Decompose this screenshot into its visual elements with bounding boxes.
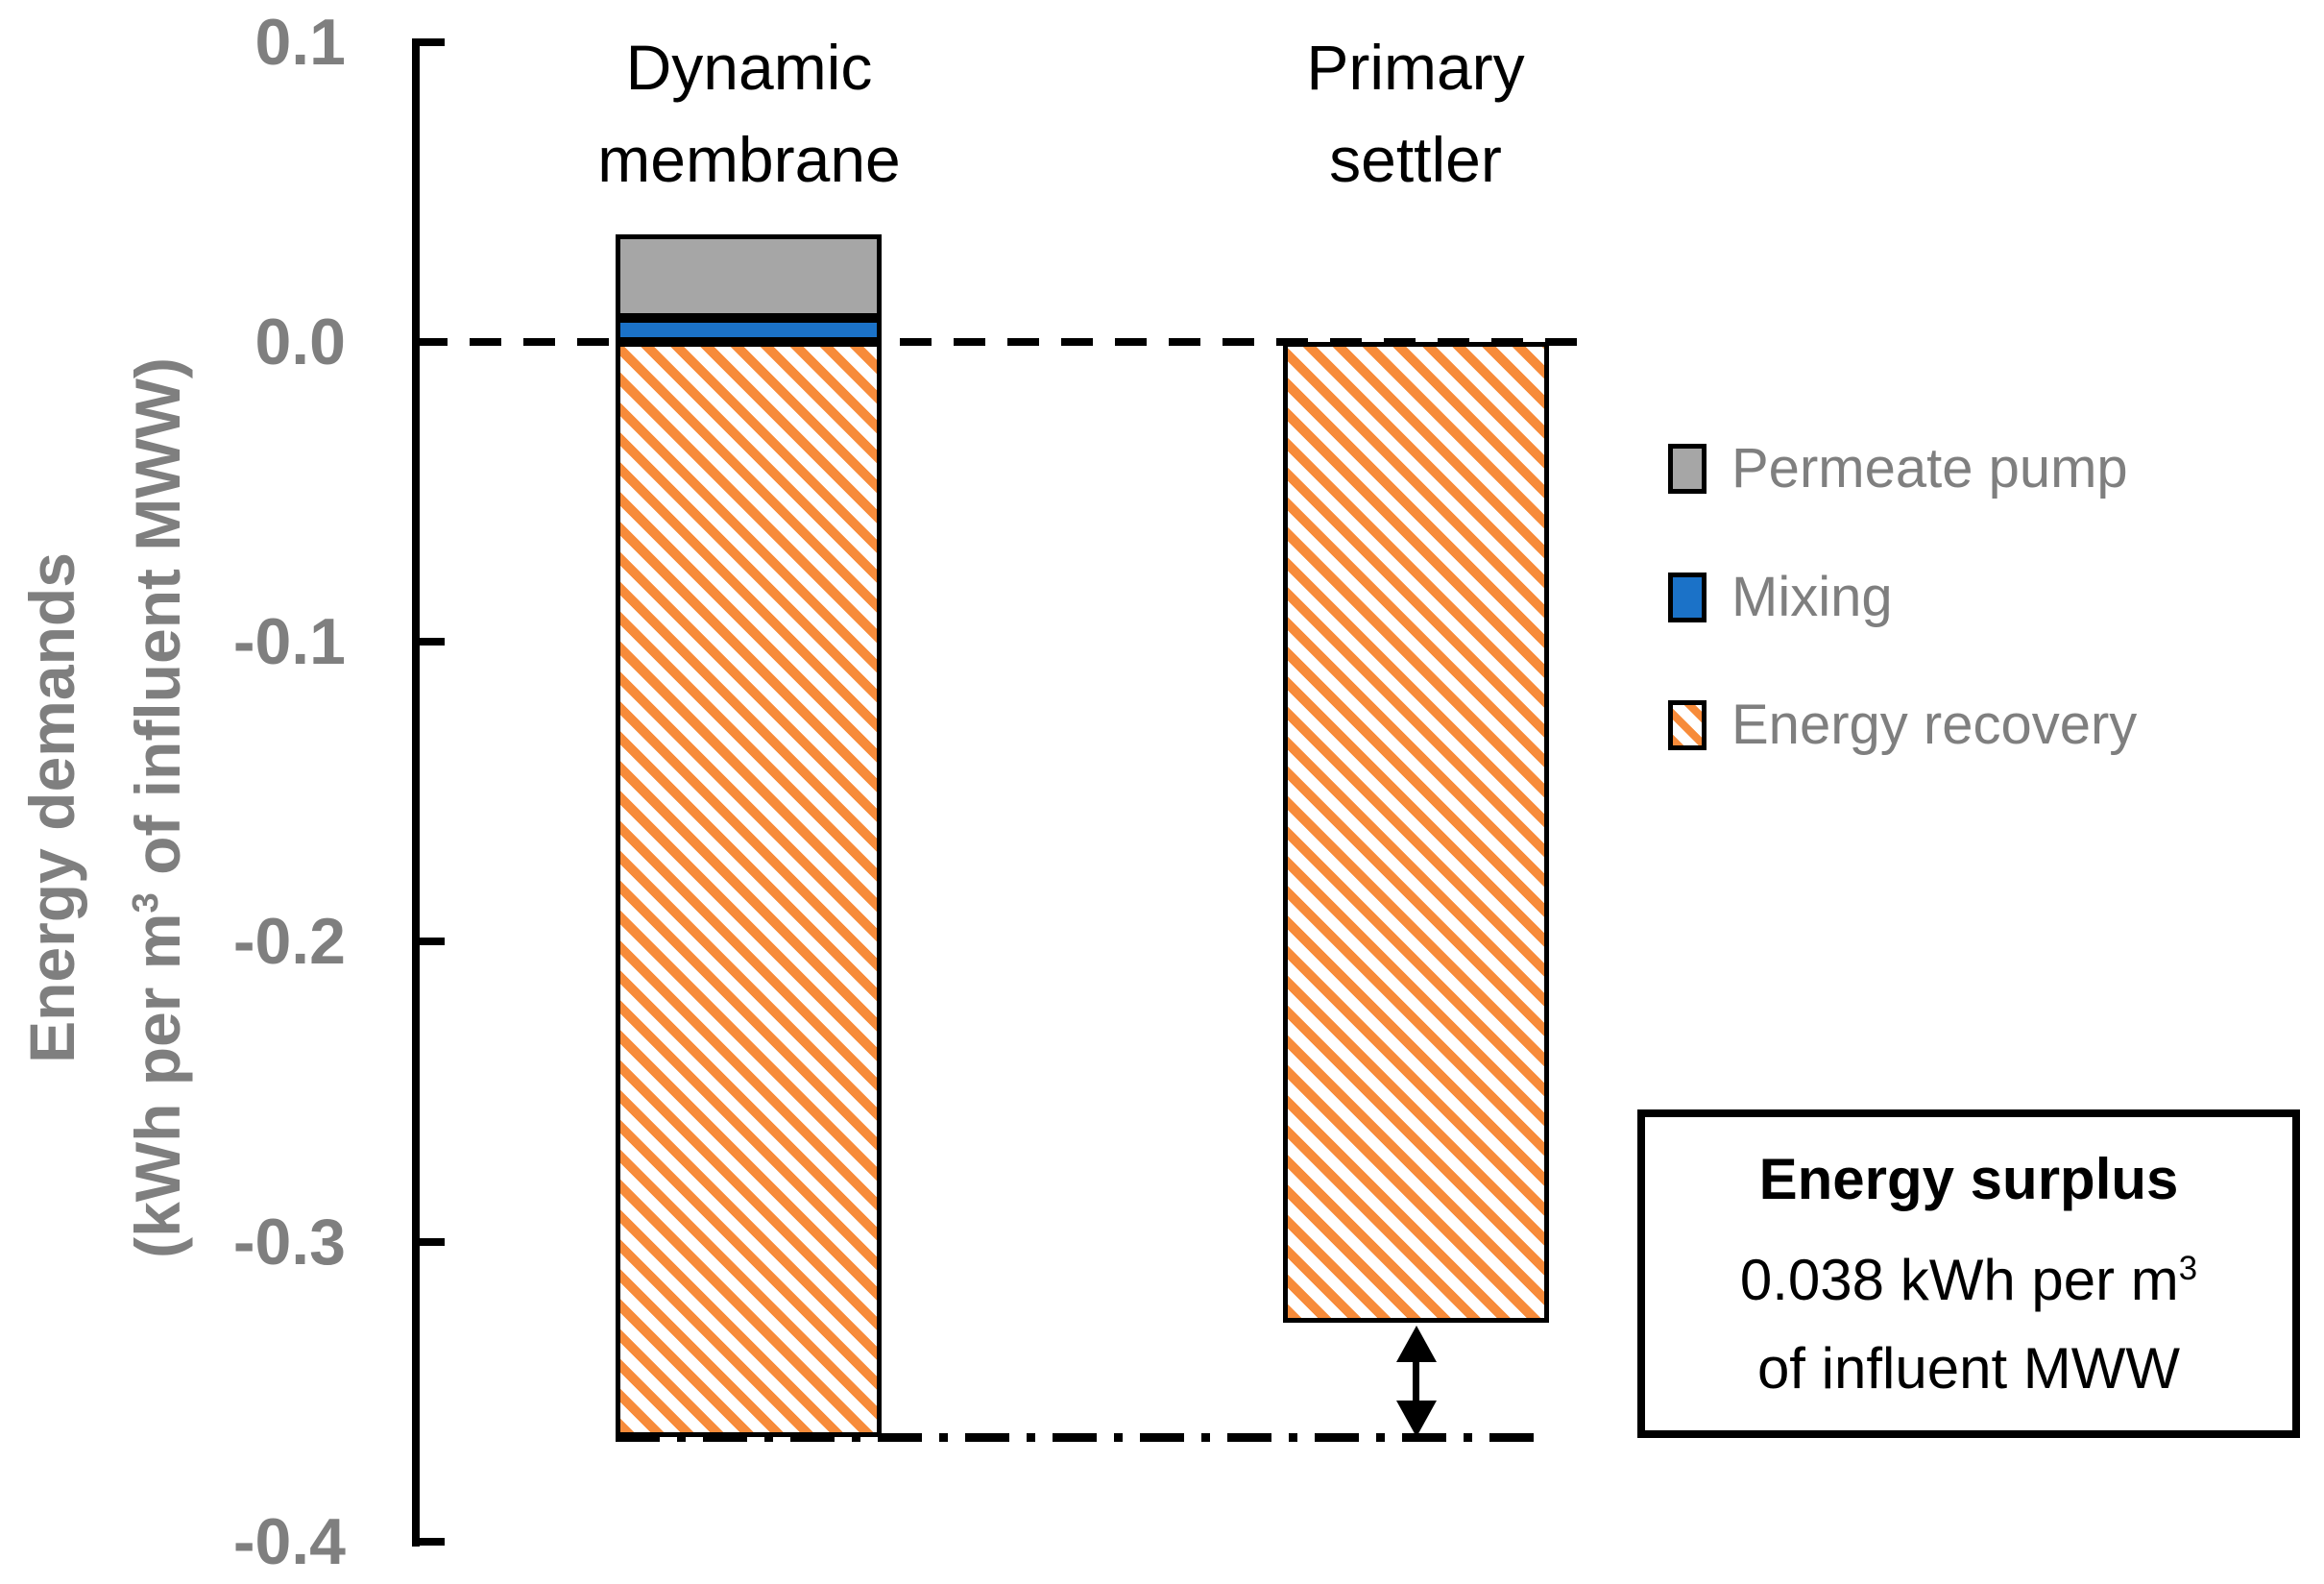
legend-swatch-permeate-pump bbox=[1668, 444, 1707, 494]
y-axis-tick bbox=[420, 638, 445, 646]
category-label-primary-settler: Primary settler bbox=[1306, 32, 1525, 195]
legend-label-mixing: Mixing bbox=[1731, 566, 1893, 628]
legend-swatch-mixing bbox=[1668, 573, 1707, 622]
zero-dashed-line bbox=[416, 338, 1599, 346]
y-tick-label: -0.4 bbox=[232, 1504, 346, 1578]
y-axis-tick bbox=[420, 1237, 445, 1246]
arrow-shaft bbox=[1413, 1361, 1419, 1401]
y-tick-label: -0.3 bbox=[232, 1205, 346, 1279]
annotation-value: 0.038 kWh per m3 bbox=[1739, 1247, 2198, 1312]
y-tick-label: -0.1 bbox=[232, 605, 346, 679]
arrow-up-icon bbox=[1395, 1325, 1437, 1362]
bar-segment-dynamic-membrane-mixing bbox=[616, 318, 882, 342]
y-axis-title-line1: Energy demands bbox=[16, 552, 87, 1063]
surplus-dashdot-line bbox=[616, 1432, 1547, 1442]
legend-item-permeate-pump: Permeate pump bbox=[1668, 437, 2128, 500]
energy-surplus-annotation: Energy surplus 0.038 kWh per m3 of influ… bbox=[1637, 1109, 2300, 1438]
bar-segment-primary-settler-energy-recovery bbox=[1283, 342, 1549, 1323]
bar-segment-dynamic-membrane-energy-recovery bbox=[616, 342, 882, 1437]
legend-label-energy-recovery: Energy recovery bbox=[1731, 694, 2138, 756]
bar-segment-dynamic-membrane-permeate-pump bbox=[616, 233, 882, 318]
y-tick-label: -0.2 bbox=[232, 905, 346, 979]
y-axis-title: Energy demands (kWh per m3 of influent M… bbox=[5, 135, 197, 1480]
y-axis-tick bbox=[420, 938, 445, 946]
y-tick-label: 0.0 bbox=[254, 305, 346, 378]
surplus-arrow bbox=[1395, 1325, 1438, 1437]
category-label-dynamic-membrane: Dynamic membrane bbox=[597, 32, 901, 195]
y-axis-line bbox=[412, 38, 420, 1547]
annotation-title: Energy surplus bbox=[1758, 1146, 2179, 1211]
y-axis-title-line2: (kWh per m3 of influent MWW) bbox=[121, 357, 193, 1258]
y-axis-tick bbox=[420, 37, 445, 46]
annotation-unit: of influent MWW bbox=[1756, 1336, 2181, 1401]
legend-item-mixing: Mixing bbox=[1668, 566, 1893, 628]
y-tick-label: 0.1 bbox=[254, 5, 346, 79]
legend-swatch-energy-recovery bbox=[1668, 700, 1707, 750]
y-axis-tick bbox=[420, 1537, 445, 1546]
legend-item-energy-recovery: Energy recovery bbox=[1668, 694, 2138, 756]
legend-label-permeate-pump: Permeate pump bbox=[1731, 437, 2128, 500]
arrow-down-icon bbox=[1395, 1400, 1437, 1437]
